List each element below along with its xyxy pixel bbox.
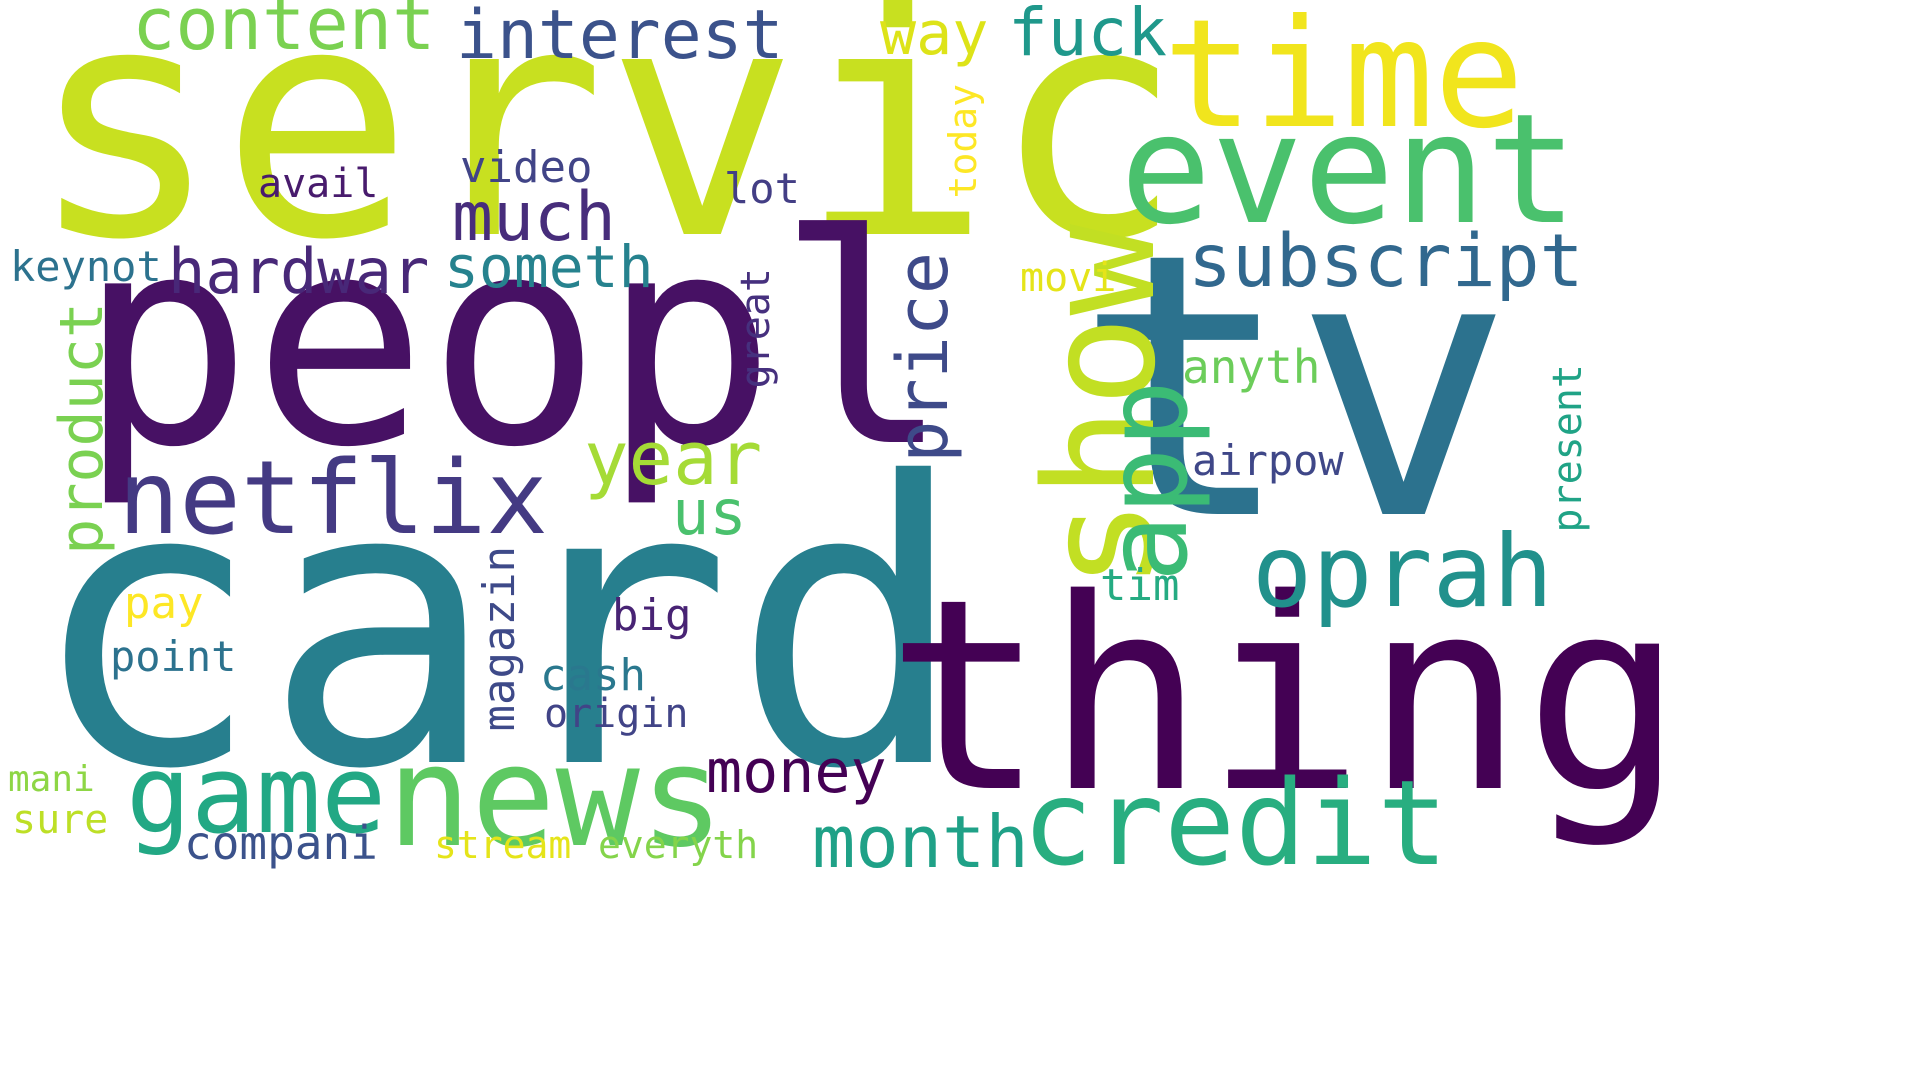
word-anyth: anyth [1182, 340, 1321, 394]
word-app: app [1083, 380, 1213, 583]
word-sure: sure [12, 797, 109, 843]
word-everyth: everyth [598, 823, 759, 867]
word-product: product [47, 302, 117, 555]
word-tv: tv [1074, 176, 1514, 601]
word-subscript: subscript [1188, 219, 1584, 304]
word-companie: compani [184, 816, 378, 870]
word-credit: credit [1022, 754, 1449, 892]
word-mani: mani [8, 759, 95, 800]
word-lot: lot [724, 164, 800, 213]
word-point: point [110, 632, 237, 681]
word-price: price [882, 252, 964, 463]
word-month: month [812, 800, 1029, 884]
word-tim: tim [1100, 560, 1180, 611]
word-event: event [1120, 81, 1578, 258]
word-someth: someth [444, 233, 654, 301]
word-oprah: oprah [1252, 513, 1554, 630]
word-keynot: keynot [10, 242, 162, 291]
word-big: big [612, 590, 692, 641]
word-pay: pay [124, 578, 204, 629]
word-hardwar: hardwar [168, 235, 430, 308]
word-movi: movi [1020, 255, 1117, 301]
word-video: video [460, 142, 593, 193]
word-game: game [126, 733, 387, 858]
word-content: content [132, 0, 436, 66]
word-news: news [387, 716, 725, 879]
word-airpow: airpow [1192, 436, 1344, 485]
word-cash: cash [540, 650, 646, 701]
word-peopl: peopl [78, 174, 951, 511]
word-money: money [706, 737, 887, 807]
word-servic: servic [28, 0, 1184, 310]
word-much: much [452, 178, 616, 257]
word-year: year [584, 416, 763, 502]
word-origin: origin [544, 691, 689, 737]
word-avail: avail [258, 161, 379, 207]
word-time: time [1163, 0, 1525, 162]
word-us: us [672, 476, 747, 549]
word-interest: interest [456, 0, 784, 75]
word-great: great [733, 268, 779, 389]
word-magazin: magazin [474, 546, 525, 732]
word-fuck: fuck [1008, 0, 1167, 71]
word-stream: stream [434, 823, 572, 867]
word-netflix: netflix [118, 439, 548, 558]
word-way: way [880, 0, 989, 69]
word-card: card [28, 400, 968, 854]
word-thing: thing [886, 543, 1684, 851]
word-present: present [1545, 364, 1591, 533]
word-today: today [941, 84, 985, 199]
